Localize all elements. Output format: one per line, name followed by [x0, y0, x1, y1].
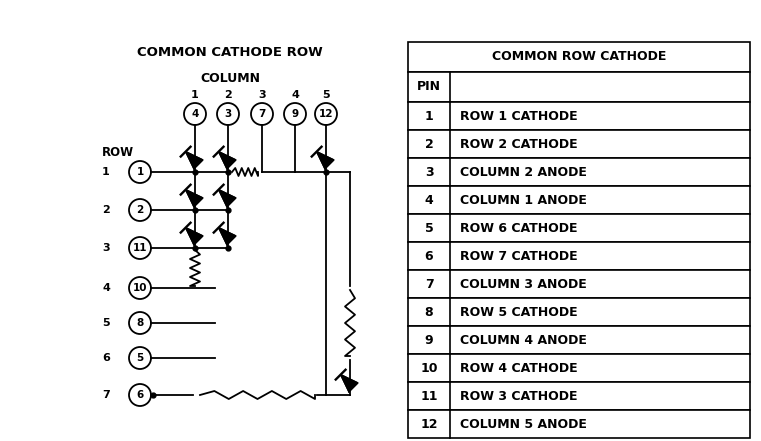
- FancyBboxPatch shape: [408, 72, 750, 102]
- Polygon shape: [186, 190, 203, 207]
- FancyBboxPatch shape: [408, 326, 750, 354]
- Text: PIN: PIN: [417, 81, 441, 93]
- Text: COLUMN: COLUMN: [200, 71, 260, 85]
- Polygon shape: [218, 190, 236, 207]
- FancyBboxPatch shape: [408, 270, 750, 298]
- FancyBboxPatch shape: [408, 42, 750, 72]
- Polygon shape: [317, 152, 334, 169]
- Text: 1: 1: [102, 167, 110, 177]
- Text: COLUMN 5 ANODE: COLUMN 5 ANODE: [460, 418, 587, 430]
- FancyBboxPatch shape: [408, 186, 750, 214]
- Text: 9: 9: [291, 109, 298, 119]
- Text: COLUMN 4 ANODE: COLUMN 4 ANODE: [460, 333, 587, 347]
- Polygon shape: [218, 228, 236, 245]
- Text: ROW 7 CATHODE: ROW 7 CATHODE: [460, 250, 578, 262]
- Text: ROW: ROW: [102, 146, 134, 158]
- FancyBboxPatch shape: [408, 130, 750, 158]
- Text: 3: 3: [102, 243, 110, 253]
- Text: 11: 11: [132, 243, 147, 253]
- FancyBboxPatch shape: [408, 102, 750, 130]
- Text: 1: 1: [425, 109, 433, 123]
- Text: 5: 5: [102, 318, 110, 328]
- Text: 12: 12: [319, 109, 333, 119]
- Text: 1: 1: [191, 90, 199, 100]
- Text: 8: 8: [136, 318, 144, 328]
- Text: ROW 1 CATHODE: ROW 1 CATHODE: [460, 109, 578, 123]
- FancyBboxPatch shape: [408, 158, 750, 186]
- Text: 2: 2: [224, 90, 232, 100]
- Text: 3: 3: [425, 165, 433, 179]
- Text: 3: 3: [224, 109, 231, 119]
- Text: 7: 7: [425, 277, 433, 291]
- Text: ROW 5 CATHODE: ROW 5 CATHODE: [460, 306, 578, 318]
- Text: 6: 6: [425, 250, 433, 262]
- Text: 12: 12: [420, 418, 438, 430]
- Text: 7: 7: [102, 390, 110, 400]
- Text: COMMON CATHODE ROW: COMMON CATHODE ROW: [137, 45, 323, 59]
- Text: ROW 3 CATHODE: ROW 3 CATHODE: [460, 389, 578, 403]
- Text: ROW 6 CATHODE: ROW 6 CATHODE: [460, 221, 578, 235]
- Text: 11: 11: [420, 389, 438, 403]
- Text: 5: 5: [136, 353, 144, 363]
- FancyBboxPatch shape: [408, 354, 750, 382]
- Text: 10: 10: [132, 283, 147, 293]
- FancyBboxPatch shape: [408, 298, 750, 326]
- FancyBboxPatch shape: [408, 242, 750, 270]
- Text: 1: 1: [136, 167, 144, 177]
- Text: COLUMN 2 ANODE: COLUMN 2 ANODE: [460, 165, 587, 179]
- FancyBboxPatch shape: [408, 214, 750, 242]
- Text: 4: 4: [191, 109, 199, 119]
- Text: COMMON ROW CATHODE: COMMON ROW CATHODE: [492, 51, 666, 64]
- Polygon shape: [218, 152, 236, 169]
- Polygon shape: [186, 228, 203, 245]
- Text: ROW 2 CATHODE: ROW 2 CATHODE: [460, 138, 578, 150]
- Text: COLUMN 3 ANODE: COLUMN 3 ANODE: [460, 277, 587, 291]
- Text: 2: 2: [425, 138, 433, 150]
- Text: 4: 4: [102, 283, 110, 293]
- Text: 2: 2: [136, 205, 144, 215]
- Text: 7: 7: [258, 109, 266, 119]
- Polygon shape: [341, 375, 358, 392]
- FancyBboxPatch shape: [408, 410, 750, 438]
- Text: 6: 6: [102, 353, 110, 363]
- Polygon shape: [186, 152, 203, 169]
- Text: 4: 4: [425, 194, 433, 206]
- Text: ROW 4 CATHODE: ROW 4 CATHODE: [460, 362, 578, 374]
- Text: 5: 5: [322, 90, 330, 100]
- Text: 6: 6: [136, 390, 144, 400]
- Text: 3: 3: [258, 90, 266, 100]
- Text: 5: 5: [425, 221, 433, 235]
- Text: 8: 8: [425, 306, 433, 318]
- Text: 2: 2: [102, 205, 110, 215]
- Text: 9: 9: [425, 333, 433, 347]
- Text: 10: 10: [420, 362, 438, 374]
- Text: 4: 4: [291, 90, 299, 100]
- Text: COLUMN 1 ANODE: COLUMN 1 ANODE: [460, 194, 587, 206]
- FancyBboxPatch shape: [408, 382, 750, 410]
